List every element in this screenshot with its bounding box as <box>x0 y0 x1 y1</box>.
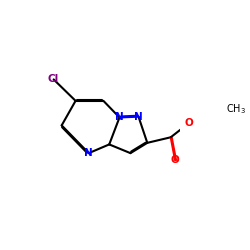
Text: Cl: Cl <box>48 74 59 85</box>
Text: N: N <box>134 112 143 122</box>
Text: O: O <box>185 118 194 128</box>
Text: CH$_3$: CH$_3$ <box>226 103 246 117</box>
Text: N: N <box>115 112 124 122</box>
Text: O: O <box>171 155 179 165</box>
Text: N: N <box>84 148 93 158</box>
